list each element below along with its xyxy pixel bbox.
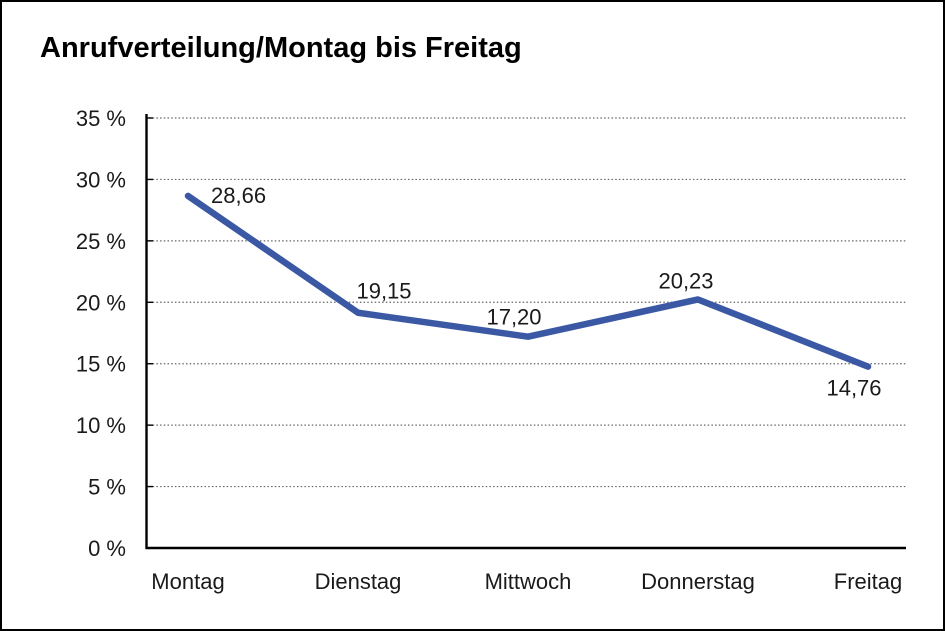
data-label: 17,20 (486, 305, 541, 330)
chart-title: Anrufverteilung/Montag bis Freitag (40, 32, 522, 64)
data-label: 20,23 (658, 268, 713, 293)
y-axis-tick-label: 5 % (88, 475, 126, 500)
y-axis-tick-label: 35 % (76, 106, 126, 131)
x-axis-category-label: Montag (151, 569, 224, 594)
y-axis-tick-label: 0 % (88, 536, 126, 561)
y-axis-tick-label: 20 % (76, 290, 126, 315)
y-axis-tick-label: 25 % (76, 229, 126, 254)
x-axis-category-label: Freitag (834, 569, 902, 594)
series-line (184, 192, 872, 370)
y-axis-tick-label: 30 % (76, 167, 126, 192)
y-axis-tick-label: 10 % (76, 413, 126, 438)
data-label: 19,15 (356, 279, 411, 304)
x-axis-category-label: Donnerstag (641, 569, 755, 594)
x-axis-category-label: Mittwoch (485, 569, 572, 594)
y-axis-tick-label: 15 % (76, 352, 126, 377)
x-axis-category-label: Dienstag (315, 569, 402, 594)
data-label: 14,76 (826, 376, 881, 401)
data-label: 28,66 (211, 183, 266, 208)
